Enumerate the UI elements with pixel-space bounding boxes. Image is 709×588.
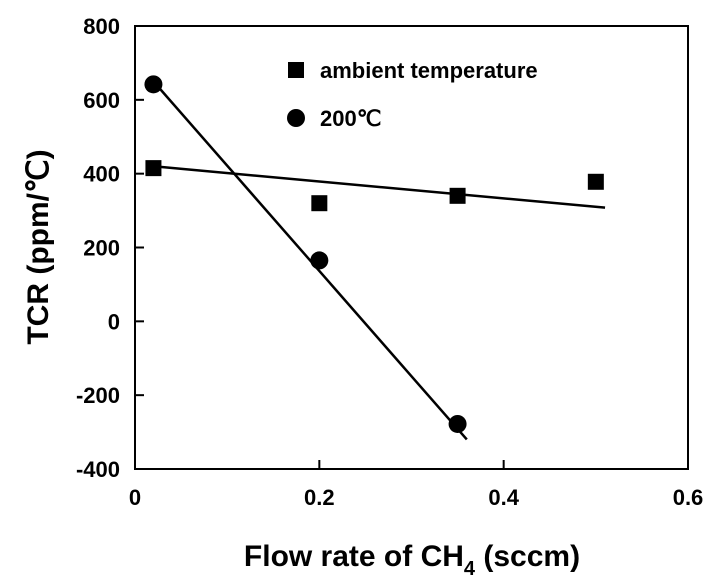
x-tick-label: 0	[129, 485, 141, 510]
y-axis-ticks: -400 -200 0 200 400 600 800	[76, 14, 144, 482]
y-tick-label: 0	[108, 309, 120, 334]
x-tick-label: 0.2	[304, 485, 335, 510]
y-tick-label: 800	[83, 14, 120, 39]
data-point-series-1	[587, 173, 604, 190]
fit-line-series-2	[152, 80, 468, 441]
y-axis-title: TCR (ppm/℃)	[22, 149, 55, 344]
y-tick-label: 600	[83, 88, 120, 113]
data-point-series-2	[448, 414, 467, 433]
fit-lines	[152, 80, 606, 441]
y-tick-label: -400	[76, 457, 120, 482]
legend-label-series-2: 200℃	[320, 106, 381, 131]
data-point-series-1	[145, 160, 162, 177]
y-tick-label: -200	[76, 383, 120, 408]
fit-line-series-1	[153, 165, 606, 209]
legend-marker-series-1	[288, 62, 304, 78]
data-point-series-1	[311, 195, 328, 212]
legend-label-series-1: ambient temperature	[320, 58, 538, 83]
legend: ambient temperature 200℃	[287, 58, 538, 131]
x-axis-title: Flow rate of CH4 (sccm)	[244, 540, 580, 580]
data-point-series-2	[144, 75, 163, 94]
y-tick-label: 400	[83, 162, 120, 187]
data-markers	[144, 75, 604, 433]
y-tick-label: 200	[83, 236, 120, 261]
x-tick-label: 0.4	[488, 485, 519, 510]
data-point-series-1	[449, 187, 466, 204]
x-axis-ticks: 0 0.2 0.4 0.6	[129, 460, 703, 510]
legend-marker-series-2	[287, 109, 305, 127]
x-tick-label: 0.6	[673, 485, 704, 510]
data-point-series-2	[310, 251, 329, 270]
plot-frame	[134, 25, 689, 470]
